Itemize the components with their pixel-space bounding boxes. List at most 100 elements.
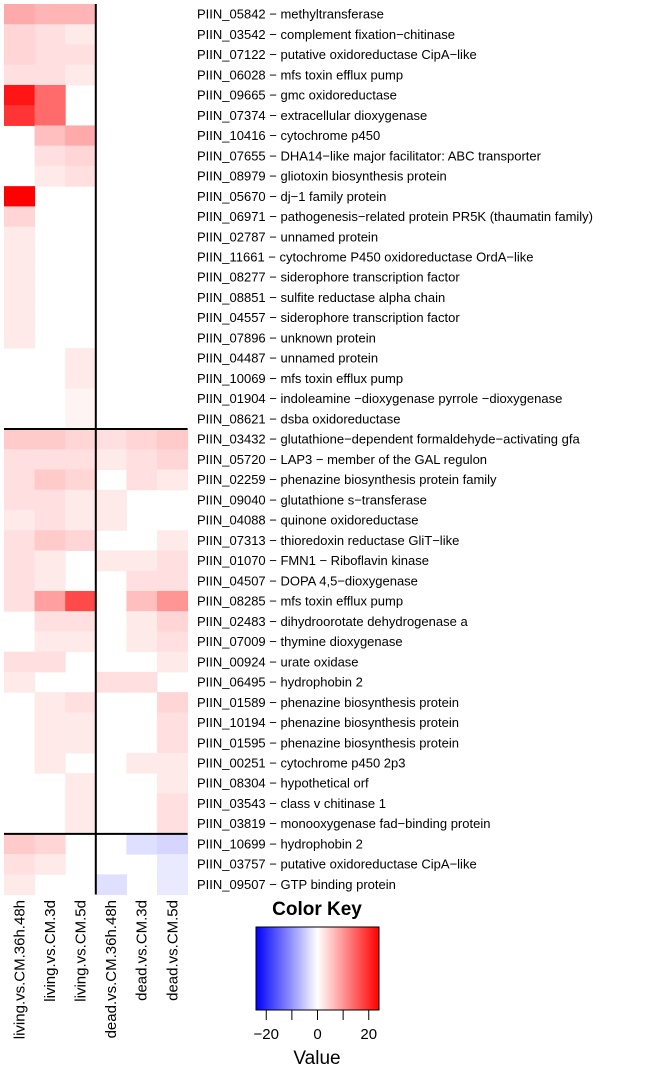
- heatmap-cell: [157, 469, 189, 491]
- row-label: PIIN_02483 − dihydroorotate dehydrogenas…: [197, 614, 468, 629]
- heatmap-cell: [4, 874, 36, 896]
- heatmap-cell: [4, 489, 36, 511]
- heatmap-cell: [65, 4, 97, 25]
- row-label: PIIN_03757 − putative oxidoreductase Cip…: [197, 857, 477, 872]
- heatmap-cell: [4, 84, 36, 106]
- heatmap-cell: [34, 550, 66, 572]
- heatmap-cell: [157, 712, 189, 734]
- heatmap-cell: [4, 4, 36, 25]
- heatmap-cell: [126, 449, 158, 471]
- column-label: living.vs.CM.3d: [42, 900, 59, 1002]
- row-label: PIIN_10416 − cytochrome p450: [197, 128, 380, 143]
- heatmap-cell: [34, 489, 66, 511]
- color-key: Color Key −20 0 20 Value: [254, 899, 380, 1069]
- column-labels: living.vs.CM.36h.48h living.vs.CM.3d livin…: [11, 900, 181, 1039]
- row-label: PIIN_03819 − monooxygenase fad−binding p…: [197, 816, 490, 831]
- heatmap-cell: [34, 570, 66, 592]
- row-label: PIIN_08304 − hypothetical orf: [197, 776, 369, 791]
- heatmap-cell: [65, 631, 97, 653]
- row-label: PIIN_09507 − GTP binding protein: [197, 877, 396, 892]
- heatmap-cell: [34, 712, 66, 734]
- heatmap-cell: [157, 429, 189, 450]
- heatmap-cell: [4, 327, 36, 349]
- heatmap-cell: [34, 854, 66, 875]
- row-label: PIIN_10194 − phenazine biosynthesis prot…: [197, 715, 459, 730]
- row-label: PIIN_07313 − thioredoxin reductase GliT−…: [197, 533, 459, 548]
- heatmap-cell: [126, 550, 158, 572]
- heatmap-cell: [34, 24, 66, 45]
- heatmap-cell: [157, 449, 189, 471]
- row-label: PIIN_04557 − siderophore transcription f…: [197, 310, 460, 325]
- heatmap-cell: [126, 671, 158, 693]
- column-label: dead.vs.CM.5d: [164, 900, 181, 1001]
- heatmap-cell: [4, 267, 36, 288]
- heatmap-cell: [126, 590, 158, 612]
- heatmap-cell: [65, 611, 97, 632]
- heatmap-cell: [157, 813, 189, 835]
- row-label: PIIN_08979 − gliotoxin biosynthesis prot…: [197, 169, 447, 184]
- heatmap-cell: [126, 631, 158, 653]
- row-label: PIIN_08621 − dsba oxidoreductase: [197, 411, 400, 426]
- column-label: dead.vs.CM.3d: [134, 900, 151, 1001]
- heatmap-cell: [4, 429, 36, 450]
- heatmap-cell: [34, 651, 66, 673]
- heatmap-cell: [4, 105, 36, 126]
- heatmap-cell: [34, 530, 66, 551]
- heatmap-cell: [34, 469, 66, 491]
- heatmap-cell: [65, 813, 97, 835]
- row-label: PIIN_06028 − mfs toxin efflux pump: [197, 67, 403, 82]
- heatmap-cell: [95, 671, 127, 693]
- heatmap-cell: [34, 692, 66, 713]
- heatmap-cell: [65, 388, 97, 410]
- heatmap-cell: [65, 489, 97, 511]
- heatmap-cell: [4, 226, 36, 248]
- heatmap-cell: [65, 348, 97, 369]
- heatmap-cell: [34, 4, 66, 25]
- heatmap-cell: [65, 793, 97, 815]
- heatmap-cell: [4, 530, 36, 551]
- row-label: PIIN_10699 − hydrophobin 2: [197, 836, 363, 851]
- heatmap-cell: [157, 833, 189, 855]
- color-key-tick-label: 20: [360, 1026, 377, 1043]
- heatmap-cell: [34, 84, 66, 106]
- heatmap-cell: [4, 671, 36, 693]
- column-label: living.vs.CM.5d: [73, 900, 90, 1002]
- color-key-xlabel: Value: [293, 1048, 340, 1069]
- heatmap-cell: [95, 874, 127, 896]
- heatmap-cell: [65, 44, 97, 66]
- heatmap-cell: [95, 550, 127, 572]
- row-label: PIIN_06495 − hydrophobin 2: [197, 675, 363, 690]
- heatmap-cell: [157, 854, 189, 875]
- heatmap-cell: [4, 24, 36, 45]
- row-label: PIIN_08277 − siderophore transcription f…: [197, 270, 460, 285]
- row-label: PIIN_07374 − extracellular dioxygenase: [197, 108, 427, 123]
- heatmap-cell: [157, 752, 189, 774]
- heatmap-cell: [34, 165, 66, 187]
- heatmap-cell: [34, 429, 66, 450]
- heatmap-cell: [4, 307, 36, 329]
- row-label: PIIN_05720 − LAP3 − member of the GAL re…: [197, 452, 487, 467]
- heatmap-cell: [4, 287, 36, 309]
- heatmap-cell: [65, 368, 97, 390]
- heatmap-cell: [4, 449, 36, 471]
- row-label: PIIN_04088 − quinone oxidoreductase: [197, 513, 419, 528]
- heatmap-cell: [157, 550, 189, 572]
- row-label: PIIN_11661 − cytochrome P450 oxidoreduct…: [197, 250, 534, 265]
- heatmap-cell: [34, 611, 66, 632]
- heatmap-cell: [65, 469, 97, 491]
- heatmap-cell: [126, 611, 158, 632]
- heatmap-cell: [126, 752, 158, 774]
- heatmap-cell: [34, 752, 66, 774]
- heatmap-cell: [65, 449, 97, 471]
- heatmap-cell: [4, 570, 36, 592]
- heatmap-cell: [4, 186, 36, 207]
- heatmap-cell: [34, 510, 66, 531]
- row-label: PIIN_07009 − thymine dioxygenase: [197, 634, 403, 649]
- row-label: PIIN_01070 − FMN1 − Riboflavin kinase: [197, 553, 429, 568]
- heatmap-cell: [65, 530, 97, 551]
- row-label: PIIN_05670 − dj−1 family protein: [197, 189, 386, 204]
- row-label: PIIN_07655 − DHA14−like major facilitato…: [197, 148, 542, 163]
- row-label: PIIN_09665 − gmc oxidoreductase: [197, 88, 397, 103]
- heatmap-cell: [157, 874, 189, 896]
